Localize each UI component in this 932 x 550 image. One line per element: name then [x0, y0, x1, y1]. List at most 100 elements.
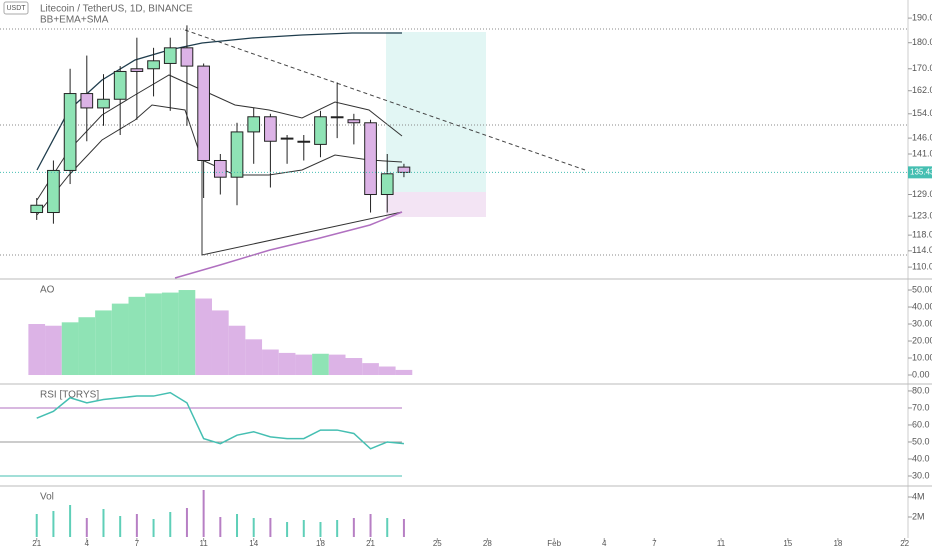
volume-bar — [185, 508, 188, 537]
rsi-line — [36, 391, 405, 450]
volume-bar — [336, 520, 339, 537]
ao-bar — [211, 310, 229, 376]
y-tick-label: 40.00 — [912, 301, 932, 311]
y-tick-label: 118.00 — [912, 229, 932, 239]
y-tick-label: 30.00 — [912, 318, 932, 328]
candle-body — [163, 47, 177, 64]
ao-bar — [61, 322, 79, 376]
currency-badge — [3, 1, 29, 15]
pane-title: RSI [TORYS] — [40, 390, 99, 401]
candle-body — [380, 173, 394, 196]
ao-bar — [45, 325, 62, 376]
candle-body — [180, 47, 194, 67]
bb-middle — [36, 74, 403, 201]
y-tick-label: 4M — [912, 491, 925, 501]
y-tick-label: 0.00 — [912, 369, 930, 379]
ao-bar — [378, 366, 396, 376]
volume-bar — [202, 490, 205, 537]
volume-bar — [352, 518, 355, 537]
ao-bar — [78, 317, 96, 376]
y-tick-label: 129.00 — [912, 189, 932, 199]
candle-body — [364, 122, 377, 196]
volume-bar — [119, 516, 122, 537]
y-tick-label: 2M — [912, 511, 925, 521]
x-tick-label: 25 — [433, 539, 442, 548]
y-tick-label: 70.0 — [912, 402, 930, 412]
volume-bar — [102, 509, 105, 537]
candle-body — [30, 204, 44, 214]
y-tick-label: 30.0 — [912, 470, 930, 480]
candle-body — [347, 119, 361, 124]
y-tick-label: 20.00 — [912, 335, 932, 345]
candle-body — [230, 131, 244, 178]
y-tick-label: 40.0 — [912, 453, 930, 463]
y-tick-label: 146.00 — [912, 132, 932, 142]
volume-bar — [169, 512, 172, 537]
volume-bar — [369, 514, 372, 537]
candle-body — [80, 93, 94, 109]
y-tick-label: 110.00 — [912, 261, 932, 271]
y-tick-label: 50.00 — [912, 284, 932, 294]
y-tick-label: 154.00 — [912, 108, 932, 118]
x-tick-label: 14 — [249, 539, 258, 548]
ao-bar — [295, 354, 313, 376]
ao-bar — [312, 353, 329, 376]
pane-title: Vol — [40, 492, 54, 503]
sma-line — [174, 211, 403, 279]
x-tick-label: 11 — [717, 539, 726, 548]
volume-bar — [219, 517, 222, 537]
support-line — [201, 211, 403, 256]
ao-bar — [228, 325, 246, 376]
y-tick-label: 80.0 — [912, 385, 930, 395]
x-tick-label: 21 — [366, 539, 375, 548]
ao-bar — [245, 339, 263, 376]
ao-bar — [28, 324, 46, 376]
candle-body — [297, 140, 311, 143]
ao-bar — [262, 349, 279, 376]
ao-bar — [111, 303, 129, 376]
x-tick-label: 21 — [32, 539, 41, 548]
x-tick-label: 4 — [602, 539, 607, 548]
x-tick-label: 11 — [199, 539, 208, 548]
candle-body — [247, 116, 261, 133]
volume-bar — [402, 519, 405, 537]
last-price-badge — [908, 166, 932, 179]
x-tick-label: 7 — [135, 539, 140, 548]
position-loss-zone — [386, 192, 486, 217]
volume-bar — [152, 519, 155, 537]
x-tick-label: Feb — [547, 539, 561, 548]
pane-title: Litecoin / TetherUS, 1D, BINANCE — [40, 4, 193, 15]
volume-bar — [386, 518, 389, 537]
candle-body — [130, 68, 144, 72]
volume-bar — [302, 520, 305, 537]
y-tick-label: 162.00 — [912, 85, 932, 95]
ao-bar — [278, 352, 296, 376]
x-tick-label: 18 — [316, 539, 325, 548]
y-tick-label: 190.00 — [912, 12, 932, 22]
y-tick-label: 10.00 — [912, 352, 932, 362]
y-tick-label: 50.0 — [912, 436, 930, 446]
x-tick-label: 18 — [833, 539, 842, 548]
candle-body — [113, 70, 127, 100]
ao-bar — [328, 354, 346, 376]
y-tick-label: 123.00 — [912, 211, 932, 221]
ao-bar — [395, 369, 413, 376]
position-profit-zone — [386, 32, 486, 192]
y-tick-label: 141.00 — [912, 148, 932, 158]
volume-bar — [269, 518, 272, 537]
volume-bar — [135, 514, 138, 537]
candle-body — [397, 166, 411, 173]
pane-title: AO — [40, 285, 55, 296]
ao-bar — [145, 293, 162, 376]
candle-body — [280, 137, 294, 140]
volume-bar — [85, 518, 88, 537]
candle-body — [264, 116, 277, 142]
y-tick-label: 180.00 — [912, 37, 932, 47]
ao-bar — [178, 290, 196, 376]
candle-body — [197, 65, 210, 161]
volume-bar — [286, 522, 289, 537]
y-tick-label: 60.0 — [912, 419, 930, 429]
x-tick-label: 22 — [900, 539, 909, 548]
